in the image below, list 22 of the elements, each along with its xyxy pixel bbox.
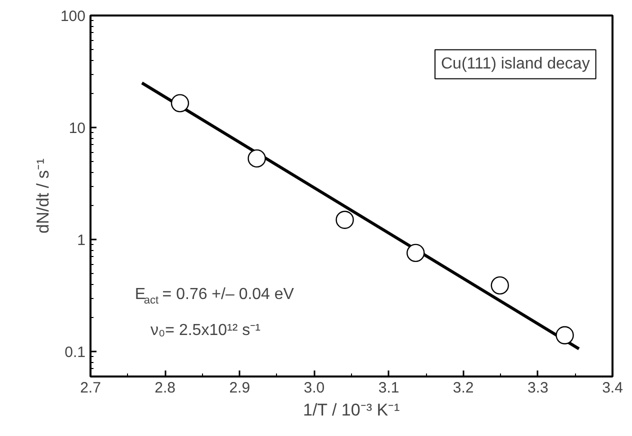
x-tick-label: 2.9 [229, 380, 250, 396]
x-tick-label: 3.2 [452, 380, 474, 396]
y-tick-label: 0.1 [64, 344, 86, 362]
x-tick-label: 2.8 [154, 380, 176, 396]
point [490, 276, 509, 294]
x-tick-label: 2.7 [80, 380, 101, 396]
annotation: Cu(111) island decay [441, 56, 590, 73]
point [336, 210, 354, 229]
x-tick-label: 3.1 [378, 380, 400, 396]
x-axis-title: 1/T / 10⁻³ K⁻¹ [302, 400, 400, 420]
y-tick-label: 100 [60, 8, 86, 25]
annotation: ν₀= 2.5x10¹² s⁻¹ [150, 322, 260, 339]
point [556, 326, 574, 344]
y-tick-label: 10 [68, 120, 86, 138]
x-tick-label: 3.4 [602, 380, 623, 396]
x-tick-label: 3.3 [528, 380, 548, 396]
x-tick-label: 3.0 [304, 380, 325, 396]
y-axis-title: dN/dt / s⁻¹ [33, 158, 52, 234]
point [406, 244, 425, 262]
point [170, 94, 190, 112]
y-tick-label: 1 [77, 232, 86, 250]
point [248, 149, 266, 168]
